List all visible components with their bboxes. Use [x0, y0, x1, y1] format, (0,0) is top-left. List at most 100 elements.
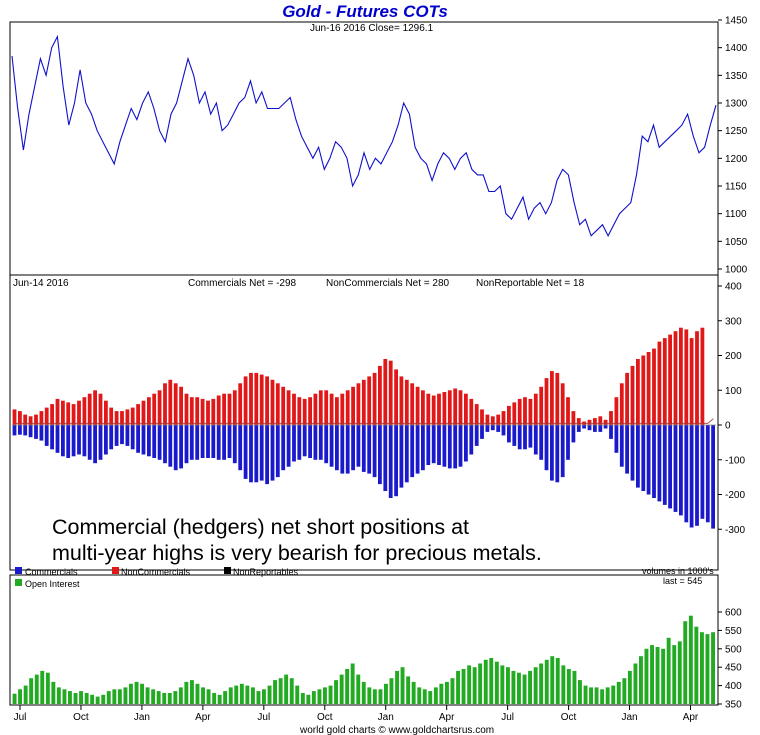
commercials-bar — [625, 425, 629, 474]
commercials-bar — [77, 425, 81, 455]
noncommercials-bar — [383, 359, 388, 425]
oi-bar — [90, 694, 95, 704]
commercials-bar — [98, 425, 103, 460]
oi-bar — [95, 696, 100, 704]
oi-bar — [339, 674, 344, 704]
annotation-line-2: multi-year highs is very bearish for pre… — [52, 541, 542, 565]
commercials-bar — [147, 425, 151, 457]
oi-bar — [173, 691, 178, 704]
cot-tick-label: 0 — [725, 421, 731, 432]
noncommercials-bar — [200, 398, 205, 425]
oi-bar — [151, 689, 156, 704]
oi-bar — [256, 691, 261, 704]
commercials-bar — [18, 425, 22, 435]
commercials-bar — [539, 425, 544, 460]
noncommercials-bar — [66, 402, 71, 425]
oi-bar — [378, 689, 383, 704]
oi-bar — [445, 681, 449, 704]
commercials-bar — [55, 425, 60, 453]
commercials-bar — [232, 425, 237, 464]
commercials-bar — [571, 425, 576, 443]
oi-bar — [572, 670, 577, 704]
cot-tick-label: -300 — [725, 525, 745, 536]
commercials-bar — [609, 425, 613, 439]
commercials-bar — [458, 425, 463, 467]
noncommercials-bar — [662, 338, 667, 425]
commercials-bar — [576, 425, 581, 432]
noncommercials-bar — [77, 400, 81, 425]
commercials-bar — [630, 425, 635, 481]
noncommercials-bar — [528, 398, 533, 425]
commercials-bar — [662, 425, 667, 505]
oi-bar — [84, 693, 89, 704]
noncommercials-bar — [356, 383, 361, 425]
oi-bar — [550, 656, 555, 704]
oi-bar — [633, 663, 638, 704]
noncommercials-bar — [700, 327, 705, 425]
commercials-bar — [130, 425, 135, 450]
commercials-bar — [136, 425, 140, 453]
noncommercials-bar — [415, 386, 420, 425]
oi-bar — [117, 689, 122, 704]
noncommercials-bar — [87, 393, 92, 425]
oi-bar — [511, 670, 516, 704]
commercials-bar — [705, 425, 710, 523]
volumes-note: volumes in 1000's — [642, 566, 714, 576]
oi-bar — [29, 678, 34, 704]
commercials-bar — [394, 425, 398, 497]
commercials-bar — [372, 425, 377, 478]
oi-bar — [422, 689, 427, 704]
noncommercials-bar — [684, 329, 689, 425]
commercials-bar — [141, 425, 146, 455]
oi-bar — [406, 676, 411, 704]
oi-bar — [56, 687, 61, 704]
oi-bar — [583, 685, 588, 704]
commercials-bar — [711, 425, 715, 529]
commercials-bar — [61, 425, 65, 457]
oi-bar — [711, 632, 715, 704]
oi-bar — [589, 687, 593, 704]
noncommercials-bar — [308, 397, 312, 425]
commercials-bar — [614, 425, 619, 453]
commercials-bar — [168, 425, 173, 467]
noncommercials-bar — [12, 409, 17, 425]
oi-bar — [68, 691, 72, 704]
noncommercials-bar — [254, 372, 259, 425]
commercials-bar — [114, 425, 119, 446]
commercials-bar — [550, 425, 554, 481]
price-tick-label: 1350 — [725, 71, 748, 82]
commercials-bar — [587, 425, 592, 431]
noncommercials-bar — [469, 398, 474, 425]
oi-bar — [517, 672, 521, 704]
noncommercials-bar — [270, 379, 275, 425]
oi-bar — [245, 685, 250, 704]
noncommercials-bar — [286, 390, 291, 426]
commercials-bar — [652, 425, 656, 498]
legend-open-interest-swatch — [15, 579, 22, 586]
noncommercials-bar — [598, 416, 603, 425]
commercials-bar — [533, 425, 538, 455]
commercials-bar — [469, 425, 474, 455]
noncommercials-bar — [555, 372, 560, 425]
legend-commercials: Commercials — [25, 567, 78, 577]
noncommercials-net-label: NonCommercials Net = 280 — [326, 278, 450, 289]
commercials-bar — [189, 425, 194, 460]
oi-bar — [611, 685, 616, 704]
commercials-bar — [593, 425, 597, 432]
commercials-bar — [335, 425, 339, 471]
commercials-bar — [404, 425, 409, 483]
oi-bar — [145, 687, 150, 704]
oi-bar — [666, 637, 671, 704]
oi-bar — [361, 681, 366, 704]
commercials-bar — [431, 425, 436, 464]
oi-bar — [622, 678, 627, 704]
oi-bar — [273, 680, 277, 704]
noncommercials-bar — [576, 418, 581, 425]
noncommercials-bar — [163, 383, 167, 425]
noncommercials-bar — [496, 414, 501, 425]
commercials-bar — [281, 425, 286, 471]
commercials-bar — [329, 425, 334, 467]
oi-bar — [317, 689, 322, 704]
oi-tick-label: 500 — [725, 644, 742, 655]
oi-tick-label: 450 — [725, 663, 742, 674]
